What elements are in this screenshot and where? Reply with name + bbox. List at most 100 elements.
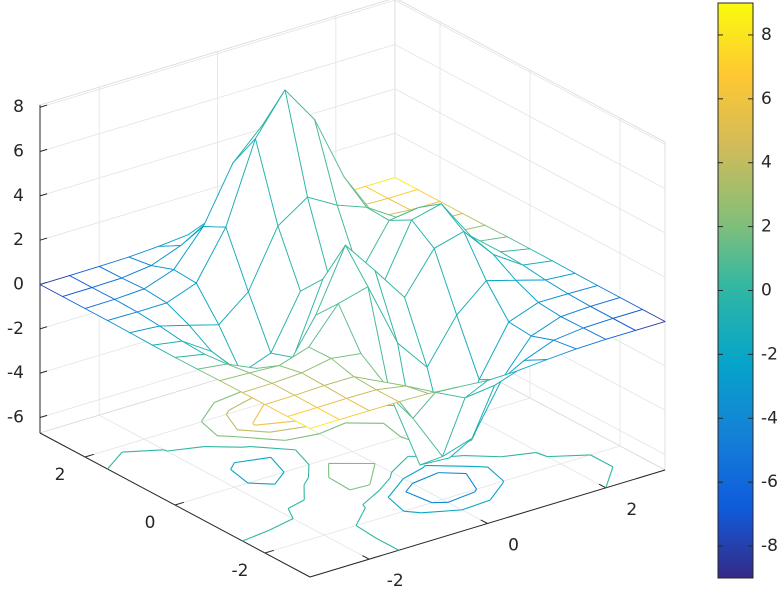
mesh-edge — [143, 269, 175, 290]
z-tick-label: 6 — [13, 142, 24, 162]
mesh-edge — [523, 359, 548, 361]
contour-line — [319, 422, 346, 435]
mesh-edge — [397, 342, 428, 368]
mesh-edge — [477, 236, 508, 242]
mesh-face — [456, 280, 509, 380]
mesh-edge — [150, 245, 182, 267]
mesh-edge — [150, 265, 175, 271]
mesh-edge — [91, 277, 123, 289]
mesh-edge — [553, 327, 584, 341]
mesh-face — [285, 89, 338, 206]
mesh-edge — [284, 89, 308, 198]
mesh-edge — [366, 206, 390, 221]
mesh-edge — [508, 321, 532, 337]
mesh-edge — [242, 382, 273, 393]
mesh-face — [465, 370, 518, 398]
mesh-face — [353, 376, 406, 390]
grid-line — [39, 44, 396, 152]
mesh-edge — [574, 272, 598, 286]
mesh-edge — [98, 256, 130, 267]
mesh-edge — [508, 302, 539, 323]
mesh-face — [545, 273, 598, 294]
contour-line — [378, 477, 391, 491]
mesh-edge — [464, 380, 488, 399]
contour-line — [421, 509, 463, 514]
contour-line — [422, 465, 426, 469]
mesh-edge — [218, 324, 242, 374]
mesh-edge — [471, 384, 496, 439]
contour-line — [230, 462, 235, 470]
mesh-edge — [323, 376, 355, 387]
contour-line — [201, 421, 218, 437]
mesh-face — [412, 392, 465, 457]
mesh-edge — [249, 365, 280, 374]
mesh-face — [315, 245, 368, 316]
contour-line — [268, 438, 286, 441]
mesh-edge — [204, 353, 228, 365]
contour-line — [167, 446, 205, 452]
colorbar — [717, 2, 754, 579]
grid-line — [394, 132, 666, 278]
mesh-edge — [419, 457, 451, 466]
mesh-edge — [544, 279, 569, 295]
mesh-face — [203, 138, 256, 228]
mesh-edge — [299, 278, 324, 292]
mesh-edge — [202, 162, 234, 227]
mesh-face — [411, 203, 464, 249]
mesh-edge — [225, 138, 256, 228]
mesh-edge — [277, 196, 308, 227]
mesh-edge — [343, 176, 368, 208]
tick-mark — [39, 148, 48, 153]
contour-line — [461, 499, 491, 511]
mesh-edge — [157, 245, 182, 247]
mesh-edge — [582, 317, 614, 329]
mesh-edge — [225, 226, 249, 293]
contour-line — [470, 433, 476, 442]
mesh-edge — [552, 260, 576, 274]
mesh-edge — [219, 372, 251, 382]
tick-mark — [39, 326, 48, 330]
mesh-edge — [398, 393, 429, 403]
mesh-edge — [589, 305, 614, 319]
grid-line — [264, 445, 621, 554]
mesh-edge — [456, 314, 480, 381]
mesh-edge — [360, 353, 384, 383]
mesh-edge — [619, 297, 643, 310]
mesh-edge — [181, 340, 206, 355]
mesh-edge — [346, 389, 377, 399]
mesh-edge — [322, 244, 346, 280]
mesh-edge — [419, 456, 443, 466]
mesh-edge — [418, 203, 442, 208]
colorbar-tick-label: -8 — [761, 536, 778, 556]
mesh-edge — [188, 324, 213, 352]
tick-mark — [264, 549, 275, 554]
contour-line — [247, 482, 275, 485]
mesh-edge — [501, 335, 532, 381]
mesh-face — [196, 227, 249, 325]
contour-line — [412, 472, 439, 484]
mesh-edge — [247, 291, 272, 354]
mesh-edge — [515, 279, 539, 303]
mesh-edge — [364, 177, 396, 187]
mesh-edge — [471, 379, 503, 439]
z-tick-label: 4 — [13, 186, 24, 206]
grid-line — [39, 0, 396, 108]
mesh-edge — [180, 226, 204, 247]
mesh-edge — [544, 272, 576, 281]
mesh-edge — [339, 410, 370, 421]
mesh-edge — [368, 401, 400, 412]
mesh-edge — [411, 219, 435, 249]
mesh-edge — [309, 419, 341, 429]
mesh-edge — [284, 89, 316, 121]
mesh-face — [175, 354, 228, 370]
contour-line — [375, 537, 400, 551]
contour-line — [225, 414, 238, 431]
mesh-edge — [375, 385, 407, 391]
mesh-edge — [270, 290, 301, 354]
mesh-face — [427, 315, 480, 458]
mesh-face — [508, 302, 561, 337]
mesh-edge — [642, 309, 666, 322]
mesh-edge — [553, 339, 577, 350]
mesh-edge — [166, 282, 197, 304]
mesh-edge — [157, 234, 189, 247]
